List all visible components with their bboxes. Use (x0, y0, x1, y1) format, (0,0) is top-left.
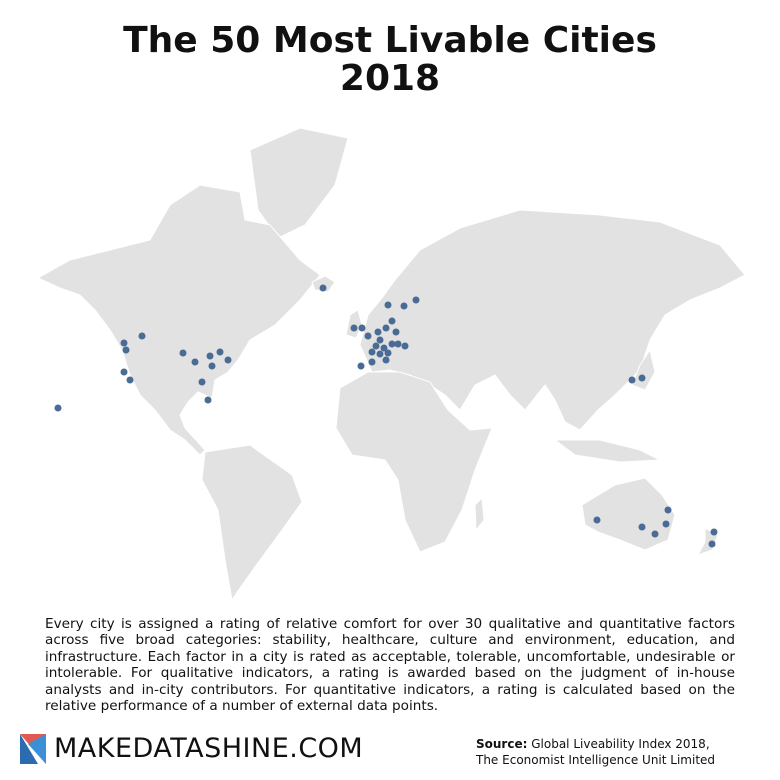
city-dot (384, 301, 392, 309)
city-dot (357, 362, 365, 370)
city-dot (708, 540, 716, 548)
indonesia (553, 439, 662, 463)
city-dot (208, 362, 216, 370)
description: Every city is assigned a rating of relat… (45, 616, 735, 715)
city-dot (368, 348, 376, 356)
city-dot (394, 340, 402, 348)
city-dot (376, 336, 384, 344)
city-dot (382, 324, 390, 332)
world-map (36, 127, 746, 602)
city-dot (198, 378, 206, 386)
greenland (249, 127, 349, 239)
city-dot (662, 520, 670, 528)
logo-icon (20, 733, 46, 764)
city-dot (179, 349, 187, 357)
logo: MAKEDATASHINE.COM (20, 733, 363, 764)
title-line: 2018 (339, 58, 441, 99)
city-dot (224, 356, 232, 364)
city-dot (122, 346, 130, 354)
city-dot (368, 358, 376, 366)
city-dot (204, 396, 212, 404)
australia (581, 477, 676, 551)
city-dot (206, 352, 214, 360)
city-dot (358, 324, 366, 332)
north-america (36, 184, 321, 456)
city-dot (638, 374, 646, 382)
city-dot (126, 376, 134, 384)
city-dot (120, 368, 128, 376)
south-america (201, 444, 303, 602)
city-dot (392, 328, 400, 336)
city-dots (54, 284, 718, 548)
city-dot (628, 376, 636, 384)
city-dot (382, 356, 390, 364)
city-dot (372, 342, 380, 350)
iceland (311, 275, 336, 293)
city-dot (710, 528, 718, 536)
madagascar (474, 496, 485, 532)
city-dot (593, 516, 601, 524)
city-dot (138, 332, 146, 340)
city-dot (400, 302, 408, 310)
logo-text: MAKEDATASHINE.COM (54, 733, 364, 764)
city-dot (412, 296, 420, 304)
city-dot (216, 348, 224, 356)
source: Source: Global Liveability Index 2018, T… (476, 736, 715, 768)
city-dot (376, 350, 384, 358)
title-line: The 50 Most Livable Cities (123, 20, 657, 61)
africa (335, 371, 493, 553)
city-dot (120, 339, 128, 347)
uk (345, 309, 363, 339)
logo-shape (28, 733, 46, 764)
source-line: Source: Global Liveability Index 2018, (476, 736, 715, 752)
city-dot (384, 349, 392, 357)
city-dot (350, 324, 358, 332)
land (36, 127, 746, 602)
city-dot (664, 506, 672, 514)
eurasia (359, 209, 746, 431)
city-dot (54, 404, 62, 412)
city-dot (374, 328, 382, 336)
city-dot (388, 340, 396, 348)
city-dot (401, 342, 409, 350)
city-dot (191, 358, 199, 366)
source-text: Global Liveability Index 2018, (531, 737, 710, 751)
source-label: Source: (476, 737, 528, 751)
logo-shape (20, 733, 38, 764)
source-line: The Economist Intelligence Unit Limited (476, 753, 716, 767)
city-dot (319, 284, 327, 292)
city-dot (364, 332, 372, 340)
city-dot (638, 523, 646, 531)
city-dot (388, 317, 396, 325)
city-dot (380, 344, 388, 352)
city-dot (651, 530, 659, 538)
